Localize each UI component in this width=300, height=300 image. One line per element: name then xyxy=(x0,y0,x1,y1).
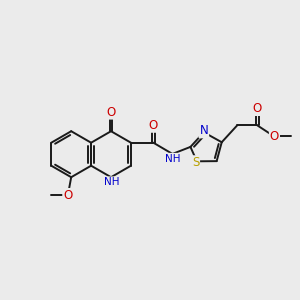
Text: O: O xyxy=(270,130,279,142)
Text: NH: NH xyxy=(104,177,119,187)
Text: S: S xyxy=(192,156,199,169)
Text: O: O xyxy=(63,189,73,202)
Text: NH: NH xyxy=(165,154,181,164)
Text: O: O xyxy=(149,119,158,132)
Text: N: N xyxy=(200,124,208,137)
Text: O: O xyxy=(253,102,262,115)
Text: O: O xyxy=(106,106,116,118)
